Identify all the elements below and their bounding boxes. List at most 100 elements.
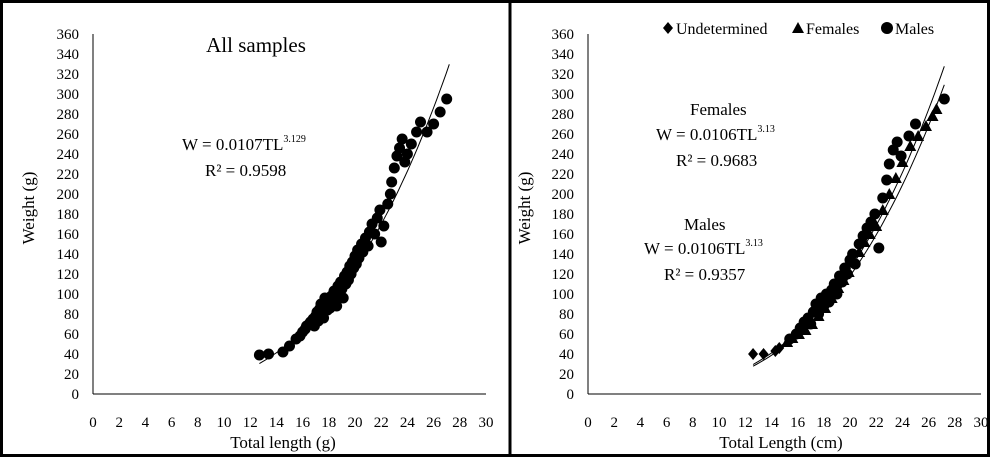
left-x-tick-label: 10: [217, 415, 232, 431]
left-x-tick-label: 16: [295, 415, 311, 431]
data-point: [912, 130, 925, 141]
data-point: [919, 120, 932, 131]
right-y-tick-label: 200: [552, 187, 575, 203]
left-y-tick-label: 0: [72, 387, 80, 403]
left-x-axis-title: Total length (g): [230, 433, 336, 452]
left-y-tick-label: 280: [57, 107, 80, 123]
left-y-tick-label: 120: [57, 267, 80, 283]
left-equation: W = 0.0107TL3.129: [182, 134, 306, 154]
data-point: [428, 118, 440, 130]
right-x-tick-label: 22: [869, 415, 884, 431]
data-point: [396, 133, 408, 145]
data-point: [758, 348, 769, 360]
data-point: [910, 118, 921, 130]
data-point: [401, 148, 413, 160]
data-point: [748, 348, 759, 360]
left-equation-text: W = 0.0107TL: [182, 135, 283, 154]
legend-label-males: Males: [895, 21, 934, 38]
data-point: [331, 300, 343, 312]
left-y-tick-label: 340: [57, 47, 80, 63]
left-tick-labels: 0 2 4 6 8 10 12 14 16 18 20 22 24 26 28 300204060801001…: [57, 27, 494, 431]
right-x-tick-label: 8: [689, 415, 697, 431]
data-point: [873, 242, 885, 254]
data-point: [889, 172, 902, 183]
data-point: [805, 318, 817, 330]
data-point: [415, 116, 426, 128]
legend-label-females: Females: [806, 21, 859, 38]
left-y-tick-label: 200: [57, 187, 80, 203]
right-x-tick-label: 2: [610, 415, 618, 431]
left-y-axis-title: Weight (g): [19, 172, 38, 245]
data-point: [411, 126, 423, 138]
data-point: [836, 276, 848, 288]
right-x-tick-label: 28: [947, 415, 962, 431]
legend-label-undetermined: Undetermined: [676, 21, 768, 38]
left-x-tick-label: 0: [89, 415, 97, 431]
left-x-tick-label: 14: [269, 415, 285, 431]
left-equation-exponent: 3.129: [283, 134, 306, 145]
left-r2: R² = 0.9598: [205, 161, 286, 180]
right-tick-labels: 0 2 4 6 8 10 12 14 16 18 20 22 24 26 28 300204060801001…: [552, 27, 989, 431]
data-point: [421, 126, 433, 138]
right-y-tick-label: 220: [552, 167, 575, 183]
right-y-tick-label: 100: [552, 287, 575, 303]
right-y-tick-label: 0: [567, 387, 575, 403]
right-fit-line-1: [752, 66, 945, 365]
data-point: [847, 248, 859, 260]
data-point: [441, 93, 453, 105]
data-point: [895, 150, 907, 162]
males-title: Males: [684, 215, 726, 234]
left-x-tick-label: 4: [142, 415, 150, 431]
left-x-tick-label: 26: [426, 415, 442, 431]
data-point: [774, 342, 785, 354]
left-fit-lines: [259, 64, 450, 365]
data-point: [384, 188, 396, 200]
right-x-tick-label: 10: [712, 415, 727, 431]
right-data-points: [748, 93, 950, 360]
data-point: [891, 136, 903, 148]
right-y-tick-label: 160: [552, 227, 575, 243]
right-x-tick-label: 26: [921, 415, 937, 431]
right-y-tick-label: 140: [552, 247, 575, 263]
left-data-points: [253, 93, 453, 361]
right-y-tick-label: 340: [552, 47, 575, 63]
right-x-tick-label: 6: [663, 415, 671, 431]
right-y-tick-label: 300: [552, 87, 575, 103]
data-point: [388, 162, 400, 174]
left-y-tick-label: 20: [64, 367, 79, 383]
right-x-tick-label: 20: [843, 415, 858, 431]
right-y-tick-label: 180: [552, 207, 575, 223]
right-x-tick-label: 0: [584, 415, 592, 431]
left-y-tick-label: 180: [57, 207, 80, 223]
males-equation: W = 0.0106TL3.13: [644, 238, 763, 258]
left-y-tick-label: 260: [57, 127, 80, 143]
data-point: [938, 93, 950, 105]
data-point: [926, 110, 939, 121]
data-point: [374, 204, 386, 216]
legend-marker-undetermined: [663, 22, 673, 34]
data-point: [896, 156, 909, 167]
data-point: [369, 228, 381, 240]
females-equation-text: W = 0.0106TL: [656, 125, 757, 144]
left-y-tick-label: 60: [64, 327, 79, 343]
males-equation-exponent: 3.13: [745, 238, 763, 249]
right-y-tick-label: 360: [552, 27, 575, 43]
left-x-tick-label: 30: [479, 415, 494, 431]
right-x-tick-label: 16: [790, 415, 806, 431]
right-y-tick-label: 280: [552, 107, 575, 123]
data-point: [849, 258, 861, 270]
right-x-tick-label: 18: [816, 415, 831, 431]
legend-marker-males: [881, 22, 893, 34]
left-x-tick-label: 12: [243, 415, 258, 431]
females-equation: W = 0.0106TL3.13: [656, 124, 775, 144]
data-point: [375, 236, 387, 248]
panel-all-samples: 0 2 4 6 8 10 12 14 16 18 20 22 24 26 28 300204060801001…: [19, 27, 494, 452]
left-y-tick-label: 160: [57, 227, 80, 243]
right-y-tick-label: 20: [559, 367, 574, 383]
females-title: Females: [690, 100, 747, 119]
data-point: [386, 176, 398, 188]
left-chart-title: All samples: [206, 33, 306, 57]
right-x-tick-label: 12: [738, 415, 753, 431]
data-point: [263, 348, 275, 360]
